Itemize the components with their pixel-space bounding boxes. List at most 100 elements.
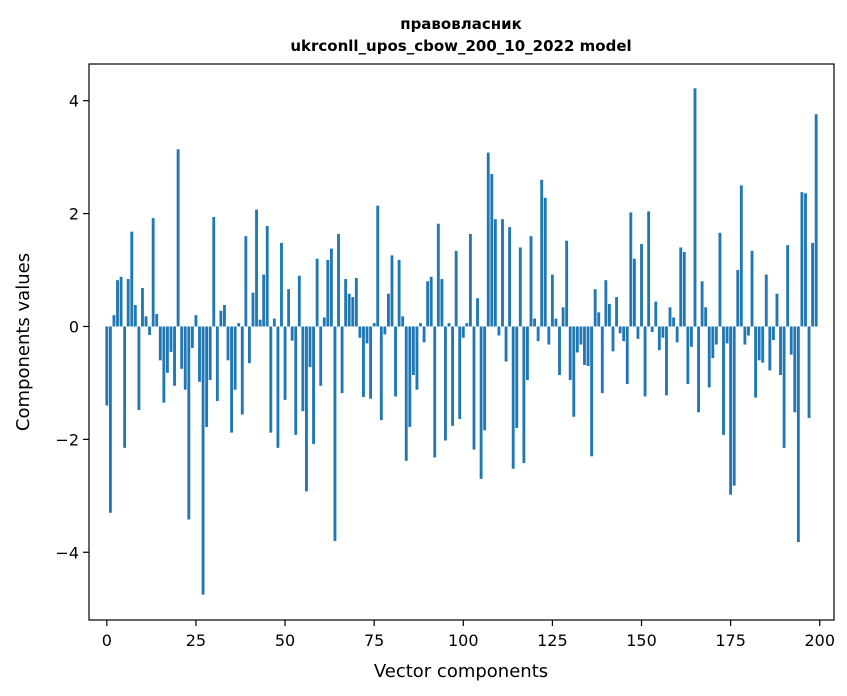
bar: [476, 298, 479, 327]
bar: [337, 233, 340, 327]
bar: [597, 312, 601, 327]
bar: [287, 289, 291, 327]
bar: [711, 326, 715, 359]
bar: [344, 279, 348, 327]
bar: [515, 326, 519, 429]
bar: [347, 293, 351, 327]
bar: [761, 326, 765, 363]
bar: [198, 326, 201, 382]
x-tick-label: 100: [448, 631, 479, 650]
bar: [672, 317, 676, 327]
bar: [568, 326, 572, 381]
bar: [472, 326, 476, 450]
x-tick-label: 125: [537, 631, 568, 650]
bar: [305, 326, 308, 492]
bar: [811, 242, 815, 327]
bar: [408, 326, 412, 427]
x-tick-label: 0: [102, 631, 112, 650]
bar: [262, 274, 266, 327]
bar: [383, 326, 387, 335]
bar: [561, 307, 565, 327]
bar: [654, 301, 658, 327]
bar: [789, 326, 793, 355]
bar: [280, 242, 283, 327]
bar: [800, 192, 804, 327]
bar: [526, 326, 529, 381]
bar: [804, 193, 807, 327]
bar: [643, 326, 647, 397]
y-tick-label: 2: [69, 205, 79, 224]
bar: [618, 326, 622, 334]
bar: [493, 219, 497, 327]
x-tick-label: 150: [626, 631, 657, 650]
bar: [230, 326, 234, 433]
y-tick-label: −4: [55, 543, 79, 562]
bar: [629, 212, 633, 327]
bar: [586, 326, 590, 366]
bar: [796, 326, 800, 543]
bar: [590, 326, 594, 457]
bar: [394, 326, 397, 397]
bar: [754, 326, 757, 398]
bar: [508, 227, 512, 327]
x-tick-label: 50: [275, 631, 295, 650]
bar: [422, 326, 426, 343]
bar: [226, 326, 230, 361]
bar: [379, 326, 383, 421]
bar: [436, 223, 440, 327]
bar: [504, 326, 508, 362]
y-tick-label: 0: [69, 317, 79, 336]
bar: [782, 326, 786, 448]
bar: [707, 326, 711, 388]
bar: [550, 274, 554, 327]
bar: [301, 326, 305, 412]
bar: [486, 152, 490, 327]
bar: [501, 219, 504, 327]
bar: [479, 326, 483, 479]
bar: [722, 326, 725, 435]
bar: [247, 326, 251, 364]
bar: [137, 326, 141, 411]
bar: [647, 211, 651, 327]
bar: [205, 326, 209, 427]
bar: [793, 326, 797, 413]
bar: [583, 326, 586, 365]
bar: [454, 250, 458, 327]
bar: [208, 326, 212, 381]
bar: [105, 326, 109, 406]
bar: [190, 326, 194, 348]
bar: [807, 326, 811, 418]
bar: [387, 293, 390, 327]
bar: [689, 326, 693, 347]
y-axis-label: Components values: [13, 253, 34, 431]
bar: [151, 218, 155, 327]
bar: [340, 326, 344, 394]
bar: [269, 326, 273, 433]
bar: [693, 88, 697, 327]
bar: [272, 318, 276, 327]
bar: [682, 251, 686, 327]
bar: [276, 326, 280, 448]
bar: [622, 326, 626, 342]
x-tick-label: 175: [715, 631, 746, 650]
bar: [290, 326, 294, 341]
bar: [141, 288, 144, 327]
bar: [700, 281, 704, 327]
bar: [419, 323, 422, 327]
chart-title-line1: правовласник: [400, 15, 522, 33]
bar: [426, 281, 430, 327]
bar: [123, 326, 127, 448]
bar: [183, 326, 187, 390]
bar: [768, 326, 772, 371]
bar: [729, 326, 733, 495]
bar: [319, 326, 323, 386]
bar: [518, 247, 522, 327]
bar: [401, 316, 405, 327]
bar: [237, 323, 241, 327]
bar: [604, 280, 608, 327]
bar: [329, 248, 333, 327]
bar: [112, 315, 116, 327]
bar: [215, 326, 219, 401]
bar: [158, 326, 162, 361]
bar: [543, 197, 547, 327]
